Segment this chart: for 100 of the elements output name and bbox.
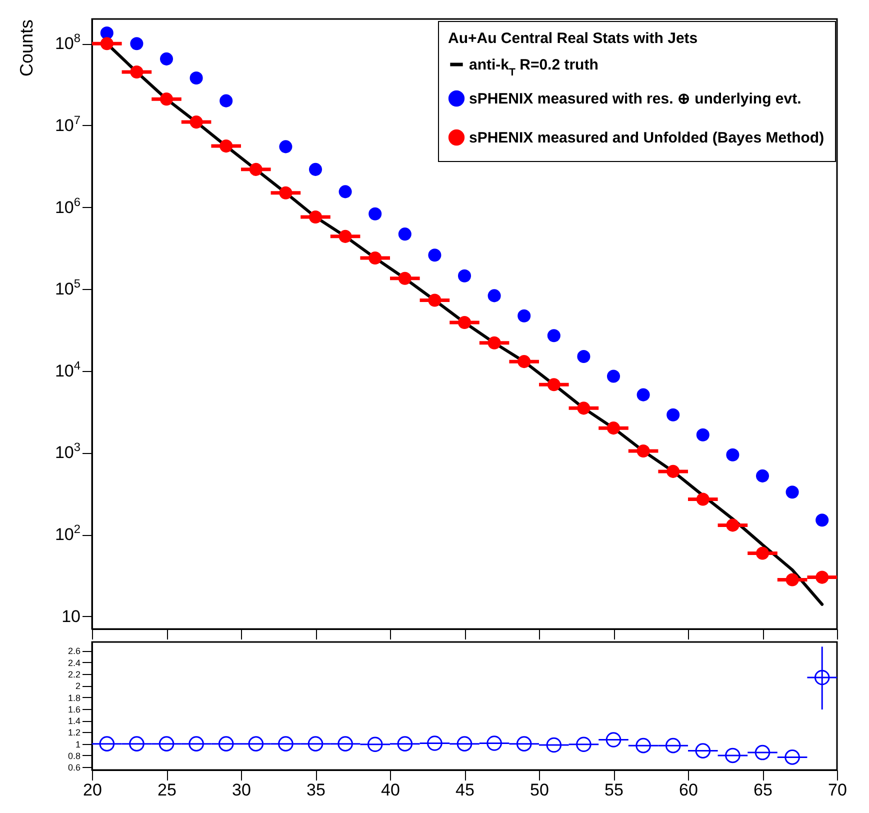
point — [99, 736, 115, 752]
point — [338, 230, 352, 243]
point — [129, 736, 144, 752]
point — [606, 370, 620, 383]
point — [458, 316, 472, 330]
point — [100, 37, 114, 50]
point — [756, 469, 770, 482]
point — [756, 546, 770, 560]
point — [786, 486, 799, 499]
point — [488, 336, 501, 350]
y-tick-label: 10$^{5}$ — [54, 276, 81, 299]
point — [696, 492, 710, 506]
point — [518, 309, 531, 322]
y-tick-label: 0.8 — [68, 750, 80, 761]
y-tick-label: 10$^{4}$ — [54, 358, 81, 380]
point — [308, 736, 324, 752]
point — [397, 736, 413, 752]
point — [458, 269, 472, 282]
point — [488, 289, 501, 302]
y-tick-label: 2.2 — [68, 670, 80, 680]
point — [726, 518, 740, 532]
point — [248, 736, 264, 752]
point — [220, 94, 233, 108]
point — [606, 732, 622, 748]
point — [160, 52, 174, 66]
point — [130, 37, 144, 50]
x-tick-label: 25 — [158, 780, 176, 800]
point — [636, 388, 650, 402]
point — [308, 162, 322, 176]
y-tick-label: 1.2 — [68, 728, 80, 738]
x-tick-label: 55 — [604, 780, 624, 800]
point — [518, 355, 531, 368]
point — [696, 428, 710, 442]
point — [636, 444, 650, 458]
point — [308, 210, 322, 224]
x-tick-label: 45 — [456, 780, 474, 800]
point — [486, 736, 502, 751]
y-tick-label: 10$^{3}$ — [54, 440, 81, 462]
point — [249, 162, 262, 176]
point — [100, 26, 114, 40]
point — [816, 514, 829, 527]
point — [160, 92, 174, 106]
point — [546, 737, 562, 753]
point — [398, 272, 412, 285]
point — [814, 670, 830, 686]
point — [576, 736, 592, 752]
point — [666, 464, 680, 478]
point — [725, 748, 740, 764]
point — [606, 422, 620, 435]
legend-title: Au+Au Central Real Stats with Jets — [448, 30, 698, 47]
point — [428, 294, 442, 307]
x-tick-label: 50 — [530, 780, 549, 800]
y-tick-label: 10$^{6}$ — [54, 194, 81, 217]
y-tick-label: 10$^{8}$ — [54, 31, 81, 54]
y-tick-label: 10 — [62, 606, 80, 626]
x-tick-label: 40 — [381, 780, 400, 800]
point — [547, 378, 560, 392]
point — [665, 738, 681, 754]
point — [666, 408, 680, 422]
y-tick-label: 2 — [75, 681, 80, 692]
point — [786, 573, 799, 586]
y-tick-label: 0.6 — [68, 762, 80, 773]
y-tick-label: 10$^{2}$ — [54, 522, 81, 544]
point — [816, 570, 829, 584]
x-tick-label: 35 — [306, 780, 326, 800]
y-tick-label: 1.4 — [68, 716, 80, 726]
x-tick-label: 30 — [232, 780, 251, 800]
x-tick-label: 70 — [828, 780, 847, 800]
y-tick-label: 2.6 — [68, 646, 80, 656]
legend-label: sPHENIX measured with res. ⊕ underlying evt. — [469, 90, 802, 108]
x-tick-label: 20 — [83, 780, 102, 800]
point — [220, 140, 233, 153]
point — [278, 736, 294, 752]
point — [784, 750, 800, 765]
point — [368, 207, 382, 220]
point — [516, 736, 532, 752]
point — [456, 736, 472, 752]
point — [726, 448, 740, 462]
point — [279, 186, 292, 200]
y-tick-label: 2.4 — [68, 658, 80, 668]
point — [338, 736, 353, 752]
y-tick-label: 1.8 — [68, 692, 80, 703]
y-tick-label: 10$^{7}$ — [54, 112, 81, 135]
point — [428, 248, 442, 262]
point — [368, 251, 382, 264]
x-tick-label: 60 — [679, 780, 698, 800]
point — [130, 65, 144, 79]
point — [577, 350, 590, 363]
legend-label: anti-k$_{T}$ R=0.2 truth — [469, 56, 598, 78]
point — [338, 185, 352, 198]
point — [427, 736, 442, 751]
point — [398, 228, 412, 241]
point — [577, 402, 590, 415]
point — [367, 736, 383, 752]
point — [695, 743, 711, 758]
point — [636, 738, 651, 754]
point — [188, 736, 204, 752]
x-tick-label: 65 — [754, 780, 772, 800]
legend-label: sPHENIX measured and Unfolded (Bayes Method) — [469, 130, 824, 146]
y-tick-label: 1.6 — [68, 704, 80, 714]
